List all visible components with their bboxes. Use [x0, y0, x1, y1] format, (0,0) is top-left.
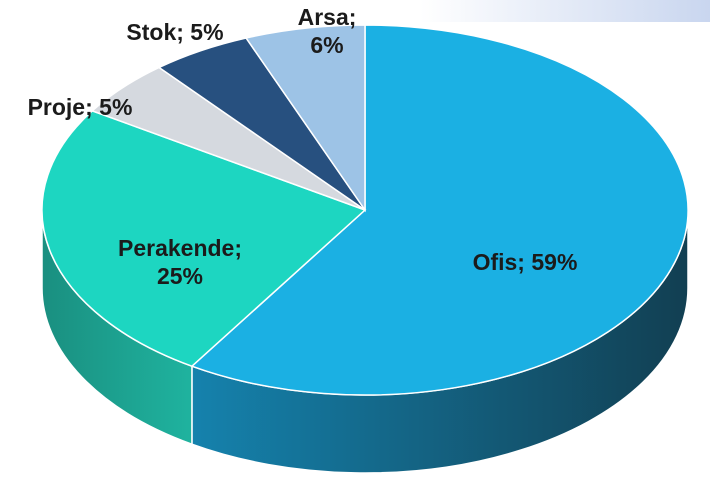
data-label: Arsa; 6%	[297, 4, 357, 58]
pie-slice	[41, 110, 367, 368]
background-band	[420, 0, 710, 22]
data-label: Perakende; 25%	[117, 235, 242, 289]
data-label: Stok; 5%	[126, 19, 224, 45]
pie-slice	[190, 24, 689, 396]
pie-slice	[244, 24, 366, 213]
data-label: Ofis; 59%	[472, 249, 578, 275]
data-label: Proje; 5%	[27, 94, 133, 120]
